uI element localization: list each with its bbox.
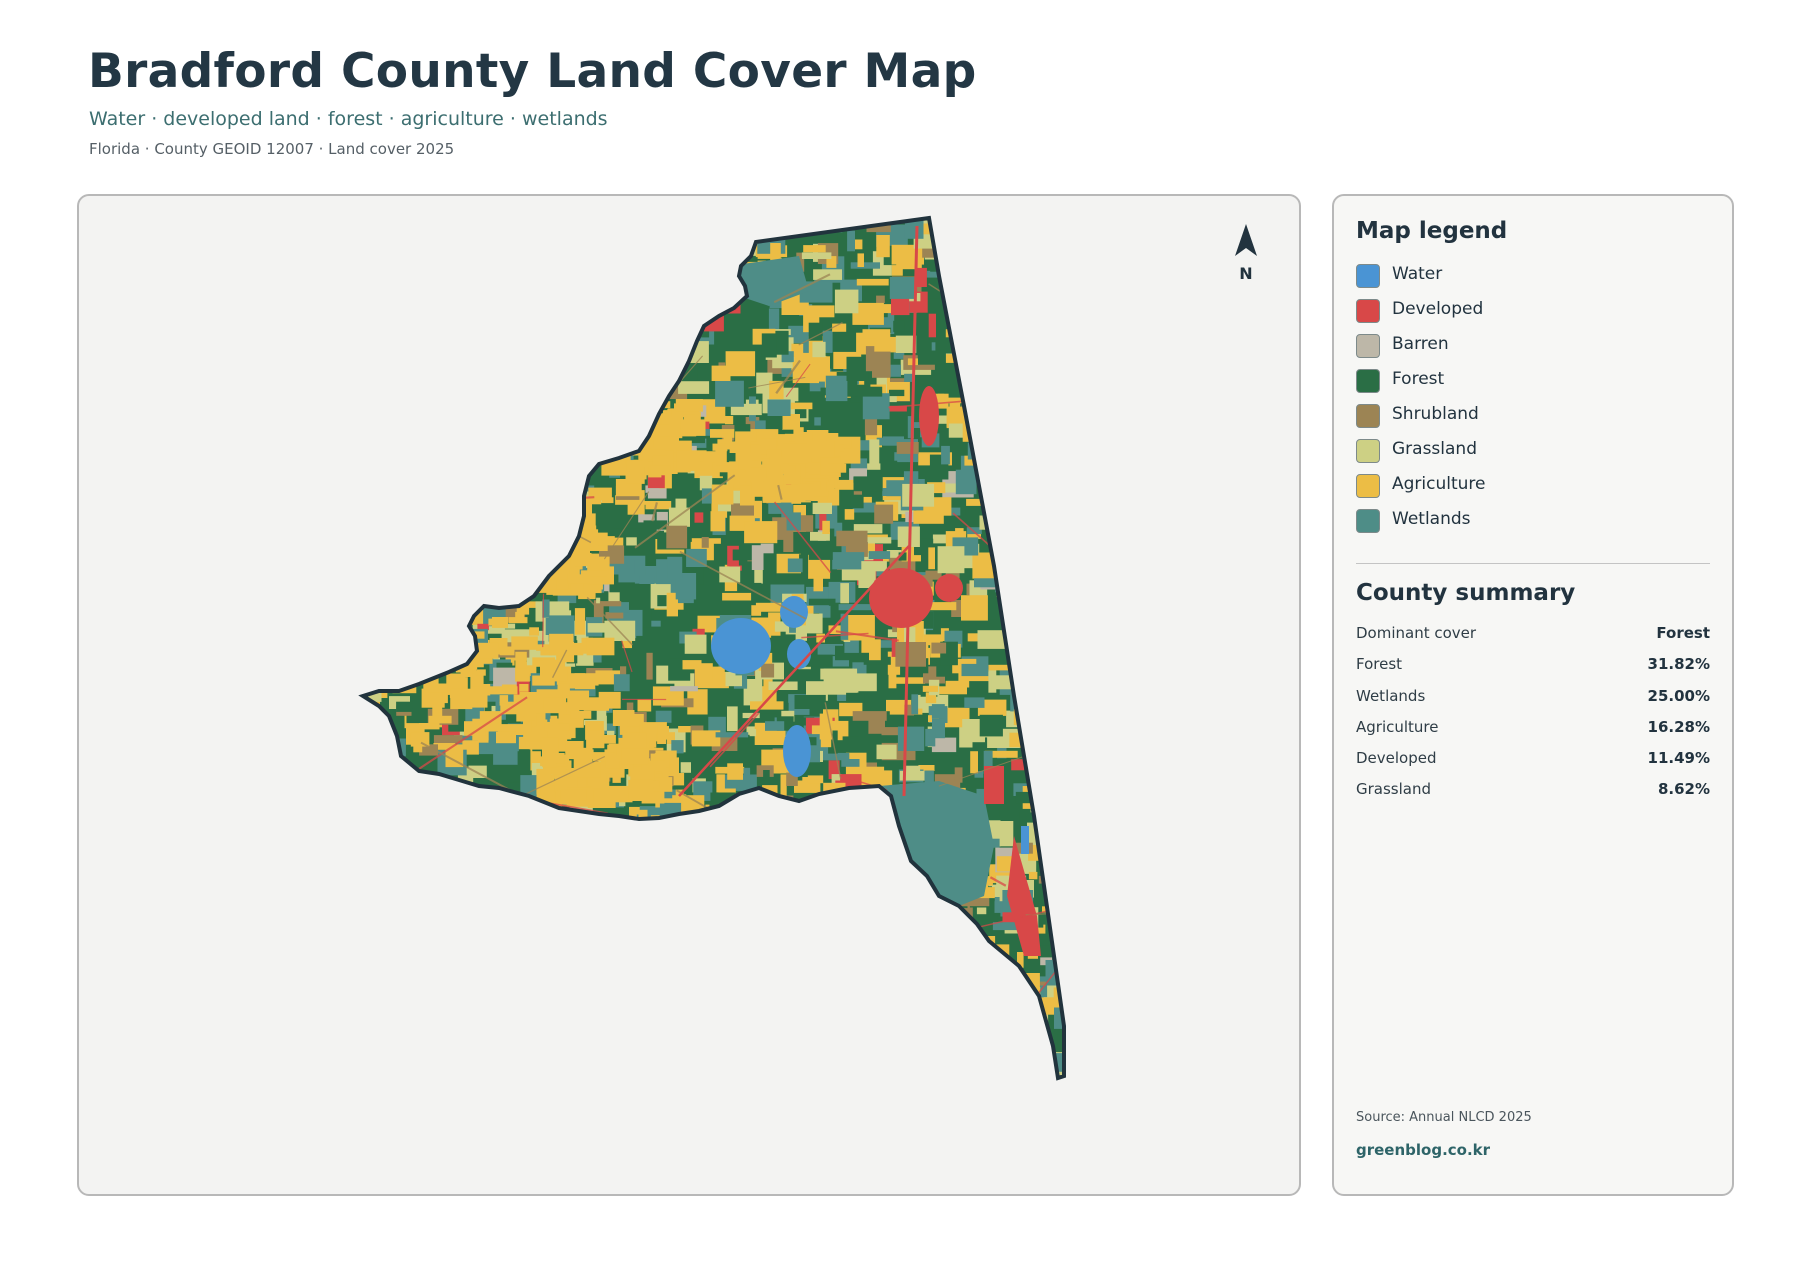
side-panel: Map legend Water Developed Barren Forest… — [1332, 194, 1734, 1196]
map-panel[interactable] — [77, 194, 1301, 1196]
summary-row-agriculture: Agriculture 16.28% — [1356, 718, 1710, 749]
north-label: N — [1239, 264, 1253, 283]
legend-item-agriculture[interactable]: Agriculture — [1356, 474, 1486, 509]
land-cover-raster — [363, 218, 1064, 1078]
source-note: Source: Annual NLCD 2025 — [1356, 1110, 1532, 1125]
legend-item-wetlands[interactable]: Wetlands — [1356, 509, 1486, 544]
north-arrow: N — [1222, 222, 1270, 283]
forest-swatch-icon — [1356, 369, 1380, 393]
legend-list: Water Developed Barren Forest Shrubland … — [1356, 264, 1486, 544]
legend-label: Developed — [1392, 299, 1484, 319]
legend-label: Barren — [1392, 334, 1449, 354]
summary-row-grassland: Grassland 8.62% — [1356, 780, 1710, 811]
summary-label: Agriculture — [1356, 717, 1439, 736]
developed-swatch-icon — [1356, 299, 1380, 323]
legend-label: Water — [1392, 264, 1443, 284]
shrubland-swatch-icon — [1356, 404, 1380, 428]
legend-label: Wetlands — [1392, 509, 1471, 529]
summary-table: Dominant cover Forest Forest 31.82% Wetl… — [1356, 624, 1710, 812]
page-title: Bradford County Land Cover Map — [88, 44, 977, 99]
summary-label: Developed — [1356, 749, 1437, 768]
water-swatch-icon — [1356, 264, 1380, 288]
panel-divider — [1356, 563, 1710, 564]
legend-label: Grassland — [1392, 439, 1477, 459]
summary-value: 31.82% — [1647, 655, 1710, 674]
legend-label: Shrubland — [1392, 404, 1479, 424]
page-subtitle: Water · developed land · forest · agricu… — [89, 108, 608, 130]
summary-row-dominant: Dominant cover Forest — [1356, 624, 1710, 655]
legend-item-barren[interactable]: Barren — [1356, 334, 1486, 369]
legend-item-grassland[interactable]: Grassland — [1356, 439, 1486, 474]
summary-value: 25.00% — [1647, 686, 1710, 705]
summary-row-wetlands: Wetlands 25.00% — [1356, 687, 1710, 718]
summary-label: Forest — [1356, 655, 1403, 674]
legend-item-water[interactable]: Water — [1356, 264, 1486, 299]
legend-item-shrubland[interactable]: Shrubland — [1356, 404, 1486, 439]
legend-title: Map legend — [1356, 218, 1508, 244]
county-map[interactable] — [79, 196, 1301, 1196]
page-meta: Florida · County GEOID 12007 · Land cove… — [89, 140, 455, 158]
wetlands-swatch-icon — [1356, 509, 1380, 533]
barren-swatch-icon — [1356, 334, 1380, 358]
summary-value: Forest — [1656, 624, 1710, 642]
site-link[interactable]: greenblog.co.kr — [1356, 1141, 1491, 1159]
grassland-swatch-icon — [1356, 439, 1380, 463]
legend-label: Agriculture — [1392, 474, 1486, 494]
summary-label: Dominant cover — [1356, 624, 1477, 642]
legend-label: Forest — [1392, 369, 1445, 389]
north-arrow-icon — [1235, 224, 1257, 256]
legend-item-developed[interactable]: Developed — [1356, 299, 1486, 334]
summary-label: Wetlands — [1356, 686, 1426, 705]
legend-item-forest[interactable]: Forest — [1356, 369, 1486, 404]
summary-value: 8.62% — [1657, 780, 1710, 799]
agriculture-swatch-icon — [1356, 474, 1380, 498]
summary-label: Grassland — [1356, 780, 1431, 799]
summary-row-developed: Developed 11.49% — [1356, 749, 1710, 780]
summary-value: 16.28% — [1647, 717, 1710, 736]
summary-row-forest: Forest 31.82% — [1356, 655, 1710, 686]
summary-title: County summary — [1356, 580, 1576, 606]
summary-value: 11.49% — [1647, 749, 1710, 768]
